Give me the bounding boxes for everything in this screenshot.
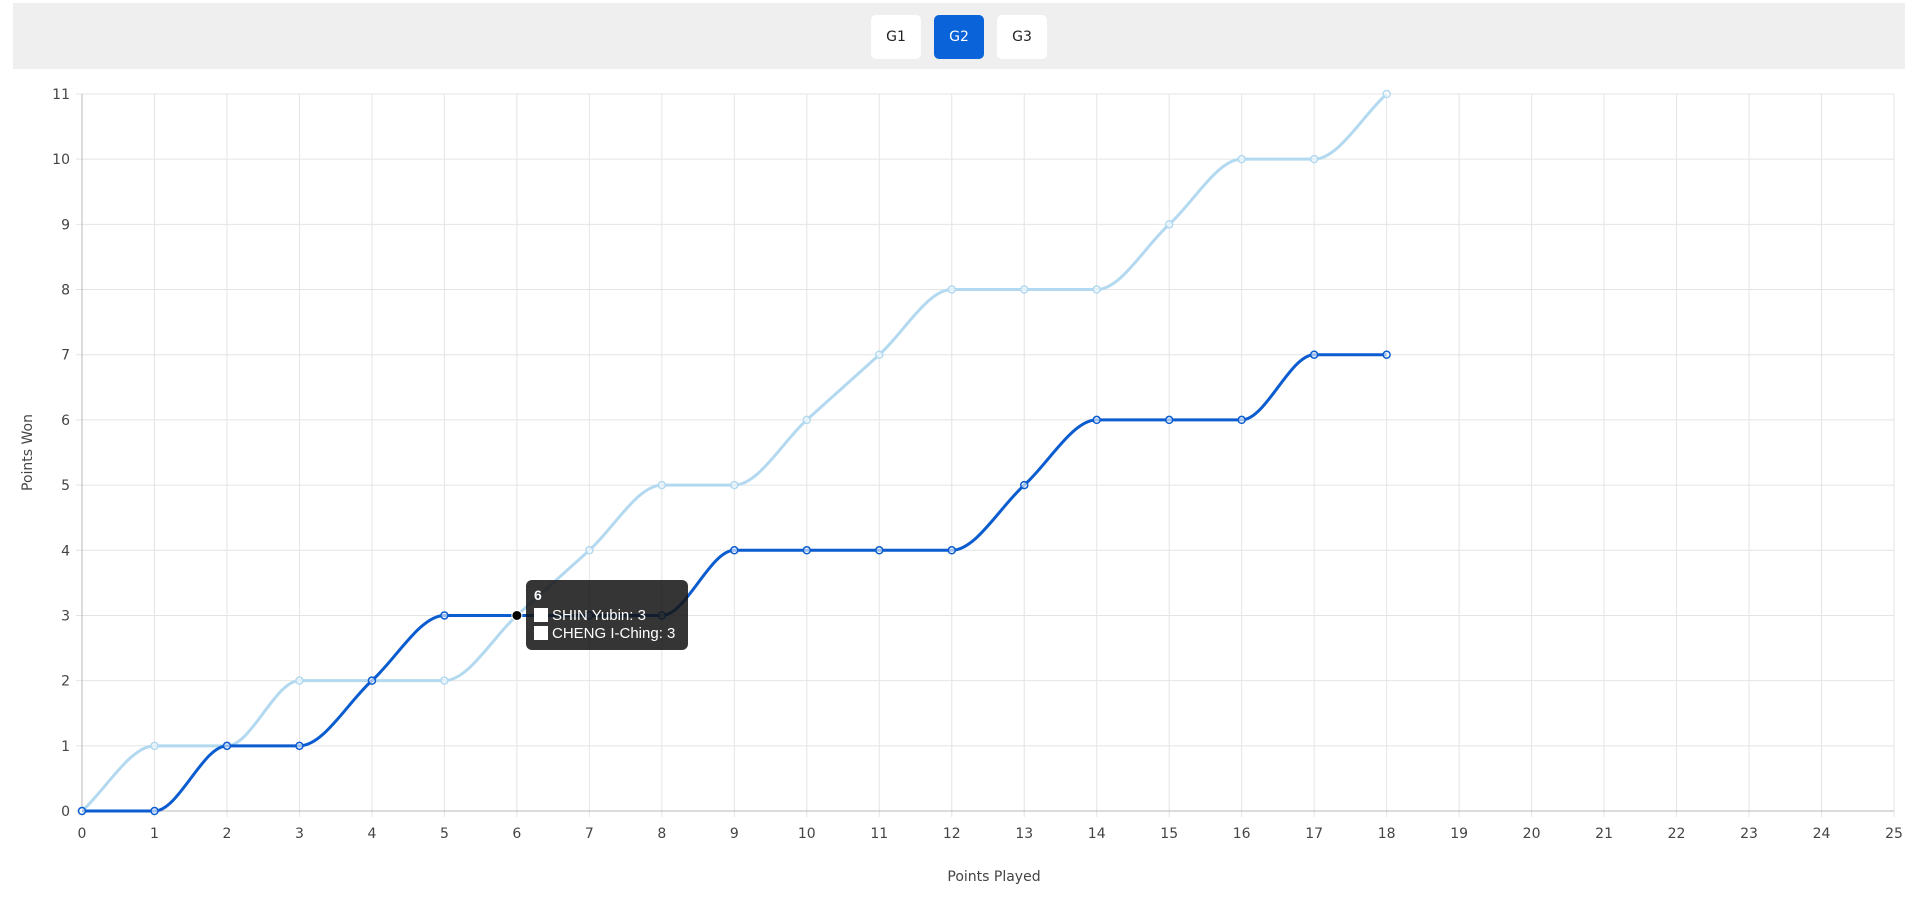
x-tick-label: 23 (1740, 826, 1758, 842)
data-point[interactable] (295, 741, 304, 751)
data-point[interactable] (1237, 415, 1246, 425)
y-axis-label: Points Won (20, 414, 36, 491)
x-tick-label: 9 (730, 826, 739, 842)
x-tick-label: 0 (78, 826, 87, 842)
y-tick-label: 5 (61, 478, 70, 494)
data-point[interactable] (222, 741, 232, 751)
chart-tooltip: 6 SHIN Yubin: 3 CHENG I-Ching: 3 (526, 580, 688, 650)
data-point[interactable] (440, 676, 449, 685)
x-tick-label: 3 (295, 826, 304, 842)
game-tabs: G1 G2 G3 (13, 15, 1905, 59)
tab-g2[interactable]: G2 (934, 15, 984, 59)
data-point[interactable] (802, 546, 812, 555)
x-tick-label: 13 (1015, 826, 1033, 842)
chart-grid (76, 93, 1895, 817)
x-tick-label: 4 (367, 826, 376, 842)
x-axis-label: Points Played (947, 869, 1040, 885)
data-point[interactable] (295, 676, 304, 685)
y-tick-label: 2 (61, 674, 70, 690)
x-tick-label: 5 (440, 826, 449, 842)
data-point[interactable] (875, 350, 884, 359)
x-tick-label: 25 (1885, 826, 1903, 842)
tooltip-row-text: SHIN Yubin: 3 (552, 606, 646, 624)
data-point[interactable] (1382, 350, 1391, 359)
data-point[interactable] (730, 480, 739, 490)
data-point[interactable] (1382, 89, 1391, 99)
data-point[interactable] (367, 676, 377, 685)
data-point[interactable] (585, 546, 594, 555)
tooltip-swatch (534, 608, 548, 622)
data-point[interactable] (1164, 220, 1174, 229)
y-tick-label: 4 (61, 543, 70, 559)
data-point[interactable] (947, 285, 957, 294)
x-tick-label: 15 (1160, 826, 1178, 842)
x-tick-label: 16 (1233, 826, 1251, 842)
x-tick-label: 20 (1523, 826, 1541, 842)
data-point[interactable] (1092, 285, 1101, 294)
y-tick-label: 9 (61, 217, 70, 233)
x-tick-label: 21 (1595, 826, 1613, 842)
tab-g1[interactable]: G1 (871, 15, 921, 59)
data-point[interactable] (1019, 480, 1029, 490)
data-point[interactable] (802, 415, 812, 425)
x-tick-label: 14 (1088, 826, 1106, 842)
data-point[interactable] (440, 611, 449, 620)
data-point[interactable] (1092, 415, 1101, 425)
tooltip-row: CHENG I-Ching: 3 (534, 624, 688, 642)
data-point[interactable] (150, 806, 159, 816)
x-tick-label: 11 (870, 826, 888, 842)
x-tick-label: 24 (1813, 826, 1831, 842)
data-point[interactable] (875, 546, 884, 555)
data-point[interactable] (730, 546, 739, 555)
data-point[interactable] (1019, 285, 1029, 294)
x-tick-label: 17 (1305, 826, 1323, 842)
y-tick-label: 3 (61, 608, 70, 624)
x-tick-label: 1 (150, 826, 159, 842)
chart-tick-labels: 0 1 2 3 4 5 6 7 8 9 10 11 12 13 14 15 16 17 18 19 20 21 22 23 24… (52, 87, 1903, 842)
game-selector-bar: G1 G2 G3 (13, 3, 1905, 69)
y-tick-label: 1 (61, 739, 70, 755)
tooltip-row: SHIN Yubin: 3 (534, 606, 688, 624)
x-tick-label: 8 (657, 826, 666, 842)
y-tick-label: 6 (61, 413, 70, 429)
x-tick-label: 7 (585, 826, 594, 842)
y-tick-label: 0 (61, 804, 70, 820)
data-point[interactable] (947, 546, 957, 555)
x-tick-label: 22 (1668, 826, 1686, 842)
x-tick-label: 2 (222, 826, 231, 842)
tab-g3[interactable]: G3 (997, 15, 1047, 59)
y-tick-label: 10 (52, 152, 70, 168)
data-point[interactable] (1309, 154, 1319, 164)
y-tick-label: 8 (61, 283, 70, 299)
x-tick-label: 18 (1378, 826, 1396, 842)
data-point[interactable] (150, 741, 159, 751)
y-tick-label: 7 (61, 348, 70, 364)
data-point[interactable] (77, 806, 87, 816)
data-point[interactable] (1164, 415, 1174, 425)
y-tick-label: 11 (52, 87, 70, 103)
x-tick-label: 19 (1450, 826, 1468, 842)
x-tick-label: 6 (512, 826, 521, 842)
tooltip-title: 6 (534, 587, 542, 603)
data-point[interactable] (1237, 154, 1246, 164)
hovered-data-point[interactable] (511, 609, 523, 621)
x-tick-label: 10 (798, 826, 816, 842)
data-point[interactable] (657, 480, 667, 490)
tooltip-row-text: CHENG I-Ching: 3 (552, 624, 676, 642)
x-tick-label: 12 (943, 826, 961, 842)
tooltip-swatch (534, 626, 548, 640)
data-point[interactable] (1309, 350, 1319, 359)
chart-axes (81, 94, 1894, 812)
